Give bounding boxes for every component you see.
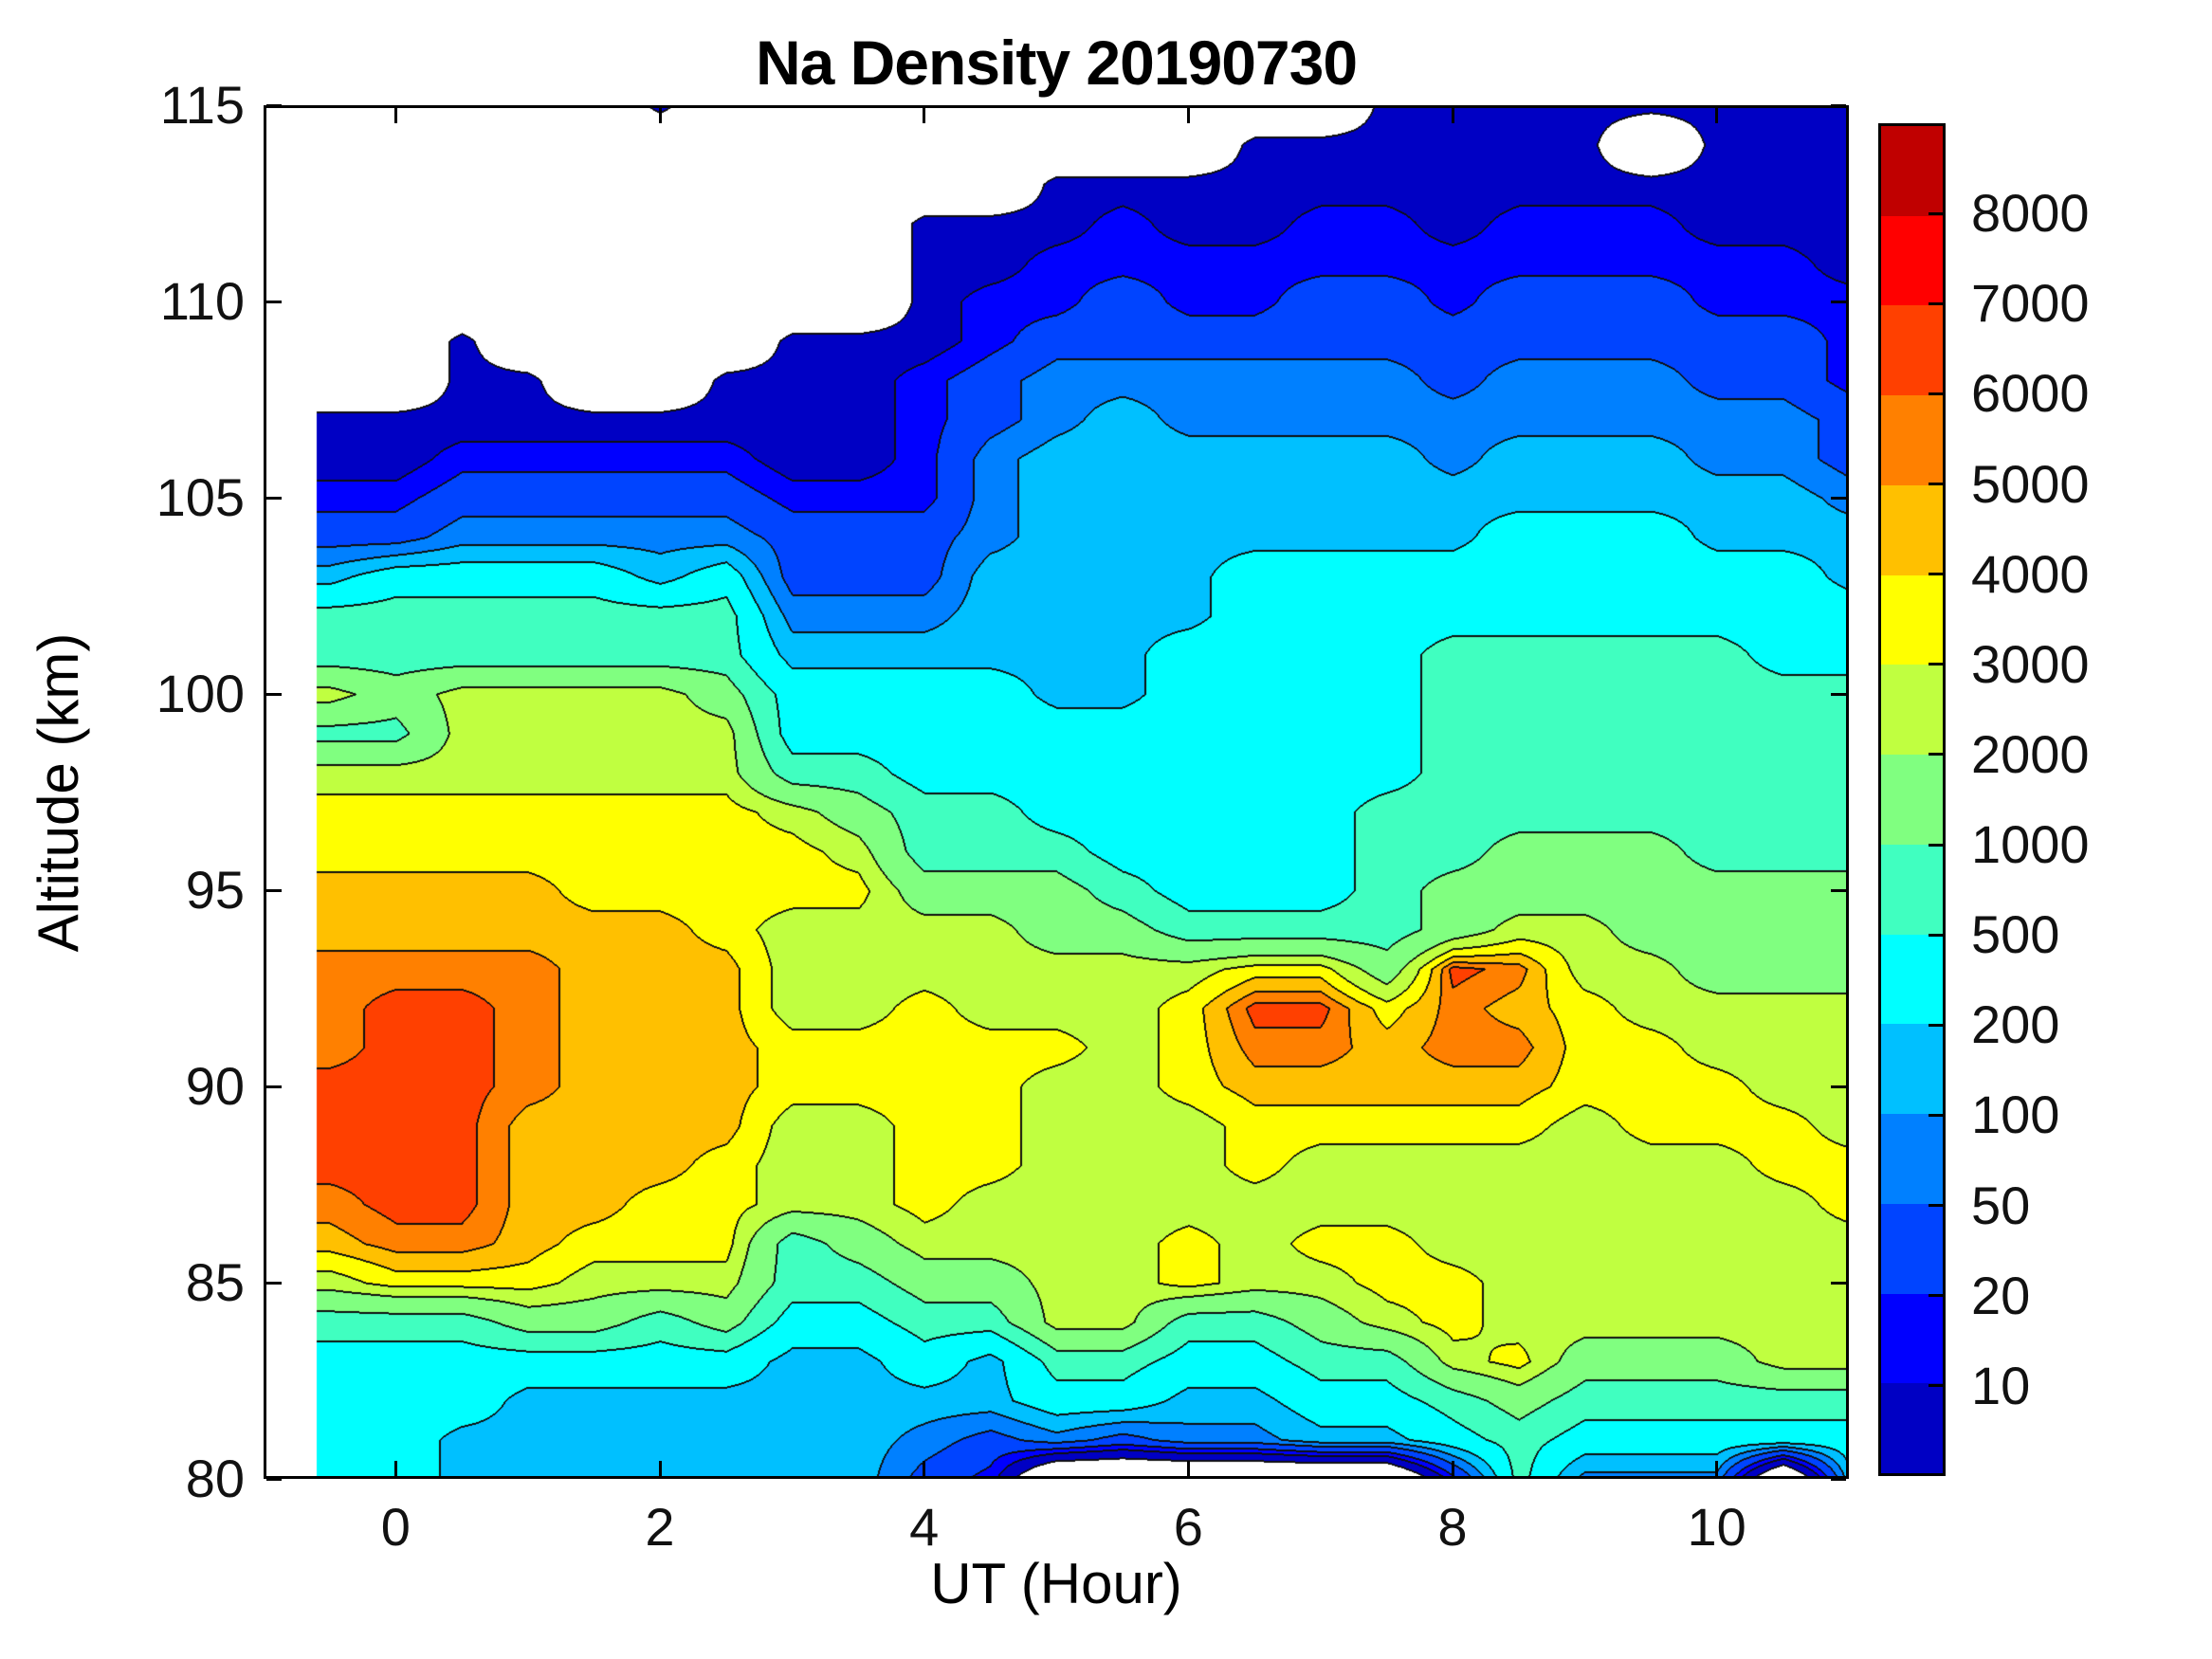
figure-title: Na Density 20190730 — [755, 27, 1358, 98]
x-tick-label: 6 — [1173, 1497, 1203, 1557]
colorbar-tick-label: 1000 — [1971, 814, 2090, 875]
colorbar-tick-label: 10 — [1971, 1355, 2031, 1415]
colorbar-tick-mark — [1929, 663, 1943, 666]
x-tick-mark — [658, 1461, 662, 1476]
colorbar-segment-200-500 — [1881, 934, 1943, 1025]
y-tick-label: 95 — [185, 860, 245, 920]
colorbar-tick-mark — [1929, 483, 1943, 486]
colorbar-tick-label: 50 — [1971, 1175, 2031, 1235]
x-tick-mark-top — [1186, 108, 1190, 123]
x-tick-label: 2 — [645, 1497, 675, 1557]
x-tick-label: 4 — [909, 1497, 940, 1557]
colorbar-tick-label: 200 — [1971, 994, 2060, 1055]
y-tick-mark-right — [1831, 300, 1846, 303]
colorbar-segment-6000-7000 — [1881, 305, 1943, 396]
colorbar-segment-1000-2000 — [1881, 755, 1943, 845]
colorbar-tick-mark — [1929, 392, 1943, 395]
colorbar-tick-mark — [1929, 1113, 1943, 1117]
y-tick-mark-right — [1831, 1477, 1846, 1481]
y-tick-mark — [266, 1477, 282, 1481]
y-tick-mark — [266, 692, 282, 696]
x-tick-mark — [923, 1461, 926, 1476]
x-tick-mark-top — [658, 108, 662, 123]
y-tick-label: 85 — [185, 1252, 245, 1312]
x-tick-mark — [1186, 1461, 1190, 1476]
colorbar-tick-mark — [1929, 1294, 1943, 1298]
y-tick-mark — [266, 103, 282, 107]
colorbar-tick-label: 3000 — [1971, 633, 2090, 694]
colorbar — [1878, 123, 1946, 1476]
colorbar-segment-5000-6000 — [1881, 395, 1943, 485]
y-tick-mark-right — [1831, 692, 1846, 696]
colorbar-tick-label: 5000 — [1971, 453, 2090, 514]
y-tick-label: 115 — [159, 75, 245, 135]
colorbar-tick-mark — [1929, 843, 1943, 847]
x-tick-mark-top — [1715, 108, 1719, 123]
y-tick-label: 80 — [185, 1449, 245, 1508]
colorbar-tick-mark — [1929, 301, 1943, 305]
x-tick-mark — [393, 1461, 397, 1476]
colorbar-tick-label: 6000 — [1971, 363, 2090, 424]
colorbar-segment-100-200 — [1881, 1024, 1943, 1115]
x-tick-label: 8 — [1437, 1497, 1468, 1557]
colorbar-tick-mark — [1929, 1023, 1943, 1027]
colorbar-tick-label: 8000 — [1971, 183, 2090, 244]
y-tick-label: 110 — [159, 271, 245, 331]
colorbar-segment-500-1000 — [1881, 844, 1943, 935]
y-tick-mark — [266, 1085, 282, 1088]
y-axis-label: Altitude (km) — [27, 632, 90, 952]
colorbar-segment-lt-10 — [1881, 1383, 1943, 1473]
colorbar-segment-8000-plus — [1881, 125, 1943, 216]
colorbar-segment-20-50 — [1881, 1203, 1943, 1294]
y-tick-mark-right — [1831, 1085, 1846, 1088]
colorbar-segment-4000-5000 — [1881, 484, 1943, 575]
colorbar-segment-10-20 — [1881, 1293, 1943, 1384]
x-tick-mark — [1715, 1461, 1719, 1476]
colorbar-tick-mark — [1929, 211, 1943, 215]
x-tick-mark-top — [393, 108, 397, 123]
colorbar-tick-label: 100 — [1971, 1085, 2060, 1145]
y-tick-mark — [266, 300, 282, 303]
y-tick-label: 90 — [185, 1056, 245, 1116]
colorbar-tick-label: 20 — [1971, 1265, 2031, 1325]
colorbar-tick-mark — [1929, 1384, 1943, 1388]
y-tick-mark-right — [1831, 496, 1846, 500]
contour-plot-canvas — [264, 105, 1849, 1479]
colorbar-segment-7000-8000 — [1881, 215, 1943, 306]
colorbar-tick-label: 500 — [1971, 904, 2060, 965]
x-tick-mark-top — [1451, 108, 1454, 123]
x-tick-label: 10 — [1687, 1497, 1746, 1557]
y-tick-label: 100 — [155, 664, 245, 723]
y-tick-mark — [266, 1281, 282, 1285]
x-tick-mark — [1451, 1461, 1454, 1476]
y-tick-label: 105 — [155, 467, 245, 527]
x-tick-mark-top — [923, 108, 926, 123]
colorbar-tick-label: 4000 — [1971, 543, 2090, 604]
y-tick-mark-right — [1831, 888, 1846, 892]
colorbar-tick-mark — [1929, 573, 1943, 576]
colorbar-tick-label: 2000 — [1971, 723, 2090, 784]
y-tick-mark-right — [1831, 1281, 1846, 1285]
y-tick-mark — [266, 888, 282, 892]
colorbar-tick-mark — [1929, 753, 1943, 757]
y-tick-mark-right — [1831, 103, 1846, 107]
x-tick-label: 0 — [380, 1497, 411, 1557]
colorbar-segment-2000-3000 — [1881, 665, 1943, 756]
colorbar-tick-mark — [1929, 1204, 1943, 1208]
colorbar-segment-50-100 — [1881, 1114, 1943, 1204]
x-axis-label: UT (Hour) — [930, 1552, 1182, 1615]
y-tick-mark — [266, 496, 282, 500]
colorbar-tick-label: 7000 — [1971, 273, 2090, 334]
colorbar-segment-3000-4000 — [1881, 574, 1943, 665]
colorbar-tick-mark — [1929, 933, 1943, 937]
